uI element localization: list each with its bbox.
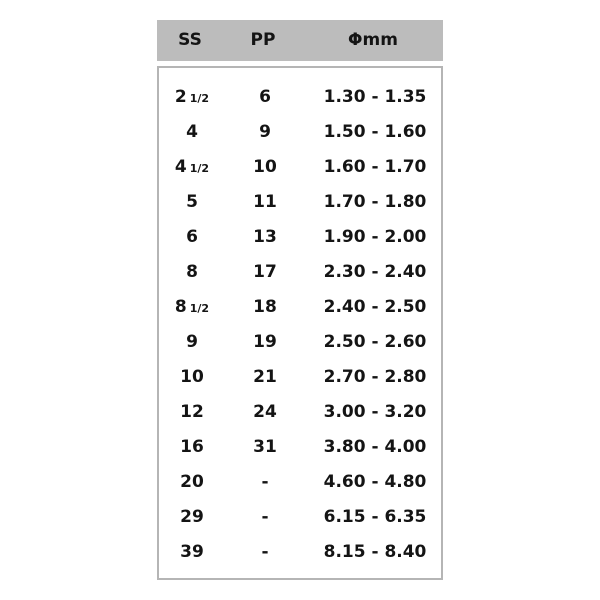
table-row: 6 13 1.90 - 2.00 <box>159 220 441 255</box>
cell-ss: 20 <box>180 465 204 500</box>
cell-mm: 1.60 - 1.70 <box>323 157 427 177</box>
cell-ss: 4 1/2 <box>175 150 209 185</box>
table-row: 10 21 2.70 - 2.80 <box>159 360 441 395</box>
header-ss: SS <box>178 30 202 50</box>
cell-pp: 19 <box>253 332 277 352</box>
ss-value: 4 <box>174 157 187 177</box>
cell-ss: 8 <box>186 255 198 290</box>
cell-pp: 17 <box>253 262 277 282</box>
table-row: 4 9 1.50 - 1.60 <box>159 115 441 150</box>
cell-mm: 4.60 - 4.80 <box>323 472 427 492</box>
cell-ss: 2 1/2 <box>175 80 209 115</box>
cell-ss: 39 <box>180 535 204 570</box>
cell-ss: 8 1/2 <box>175 290 209 325</box>
cell-mm: 1.90 - 2.00 <box>323 227 427 247</box>
ss-value: 5 <box>186 192 198 212</box>
cell-pp: - <box>261 542 269 562</box>
ss-value: 29 <box>180 507 204 527</box>
cell-mm: 2.70 - 2.80 <box>323 367 427 387</box>
ss-fraction: 1/2 <box>189 162 210 175</box>
table-row: 5 11 1.70 - 1.80 <box>159 185 441 220</box>
cell-pp: 31 <box>253 437 277 457</box>
cell-ss: 12 <box>180 395 204 430</box>
ss-fraction: 1/2 <box>189 302 210 315</box>
cell-pp: - <box>261 472 269 492</box>
ss-value: 10 <box>180 367 204 387</box>
size-table: 2 1/2 6 1.30 - 1.35 4 9 1.50 - 1.60 4 1/2 10 1.60 … <box>157 66 443 580</box>
cell-ss: 6 <box>186 220 198 255</box>
ss-value: 8 <box>186 262 198 282</box>
header-pp: PP <box>250 30 276 50</box>
cell-pp: 9 <box>259 122 271 142</box>
table-row: 16 31 3.80 - 4.00 <box>159 430 441 465</box>
cell-pp: 24 <box>253 402 277 422</box>
cell-mm: 1.70 - 1.80 <box>323 192 427 212</box>
cell-ss: 29 <box>180 500 204 535</box>
cell-ss: 5 <box>186 185 198 220</box>
ss-fraction: 1/2 <box>189 92 210 105</box>
ss-value: 4 <box>186 122 198 142</box>
ss-value: 8 <box>174 297 187 317</box>
cell-pp: 11 <box>253 192 277 212</box>
table-header: SS PP Φmm <box>157 20 443 61</box>
cell-pp: 6 <box>259 87 271 107</box>
cell-ss: 4 <box>186 115 198 150</box>
ss-value: 16 <box>180 437 204 457</box>
cell-mm: 3.80 - 4.00 <box>323 437 427 457</box>
cell-mm: 6.15 - 6.35 <box>323 507 427 527</box>
table-row: 12 24 3.00 - 3.20 <box>159 395 441 430</box>
cell-pp: 21 <box>253 367 277 387</box>
table-row: 9 19 2.50 - 2.60 <box>159 325 441 360</box>
cell-mm: 3.00 - 3.20 <box>323 402 427 422</box>
cell-mm: 2.30 - 2.40 <box>323 262 427 282</box>
cell-ss: 16 <box>180 430 204 465</box>
cell-pp: - <box>261 507 269 527</box>
cell-ss: 10 <box>180 360 204 395</box>
cell-mm: 1.30 - 1.35 <box>323 87 427 107</box>
header-mm: Φmm <box>348 30 398 50</box>
ss-value: 39 <box>180 542 204 562</box>
table-row: 8 17 2.30 - 2.40 <box>159 255 441 290</box>
ss-value: 20 <box>180 472 204 492</box>
ss-value: 2 <box>174 87 187 107</box>
cell-mm: 2.40 - 2.50 <box>323 297 427 317</box>
cell-pp: 10 <box>253 157 277 177</box>
table-row: 29 - 6.15 - 6.35 <box>159 500 441 535</box>
table-row: 8 1/2 18 2.40 - 2.50 <box>159 290 441 325</box>
ss-value: 12 <box>180 402 204 422</box>
ss-value: 6 <box>186 227 198 247</box>
cell-ss: 9 <box>186 325 198 360</box>
cell-mm: 1.50 - 1.60 <box>323 122 427 142</box>
table-row: 2 1/2 6 1.30 - 1.35 <box>159 80 441 115</box>
table-row: 39 - 8.15 - 8.40 <box>159 535 441 570</box>
cell-mm: 8.15 - 8.40 <box>323 542 427 562</box>
table-row: 4 1/2 10 1.60 - 1.70 <box>159 150 441 185</box>
cell-pp: 13 <box>253 227 277 247</box>
ss-value: 9 <box>186 332 198 352</box>
cell-pp: 18 <box>253 297 277 317</box>
table-row: 20 - 4.60 - 4.80 <box>159 465 441 500</box>
cell-mm: 2.50 - 2.60 <box>323 332 427 352</box>
